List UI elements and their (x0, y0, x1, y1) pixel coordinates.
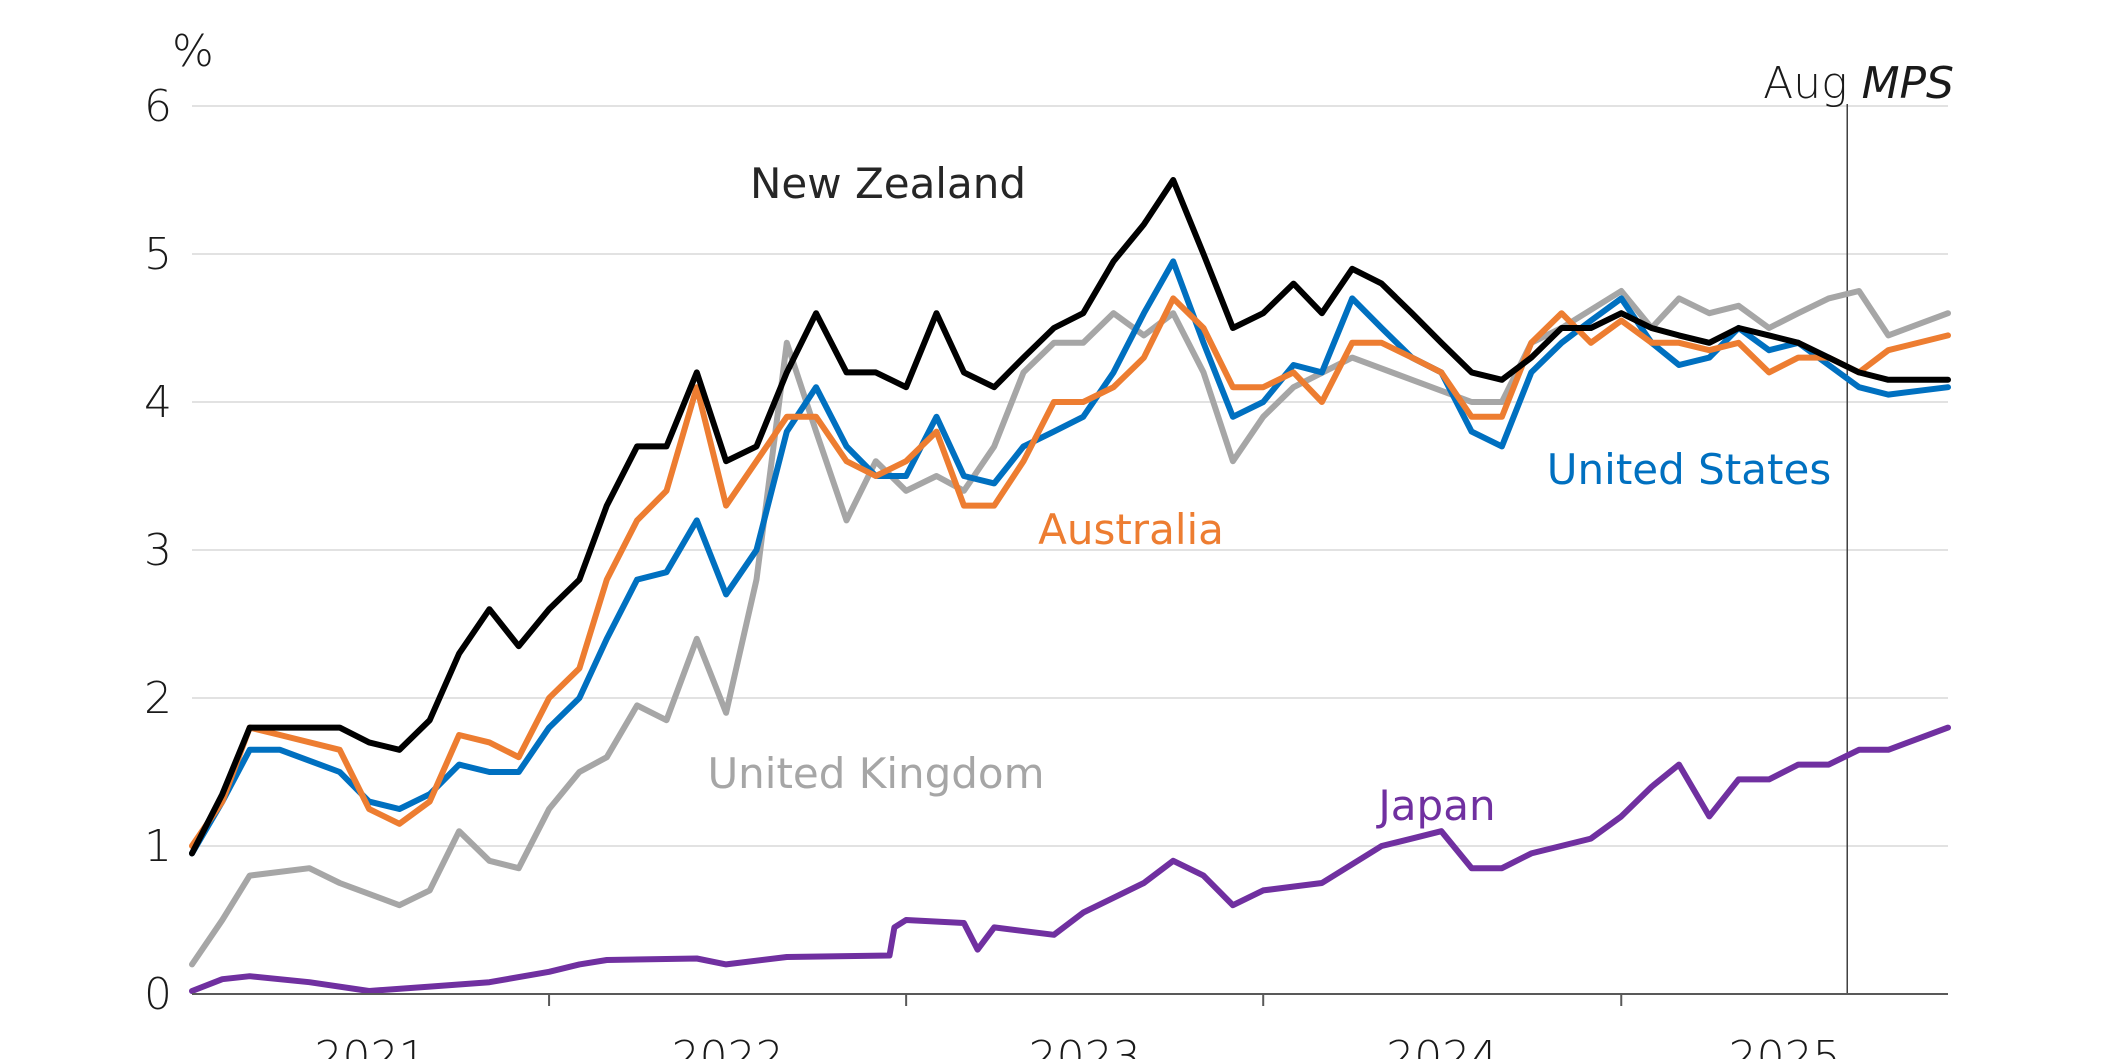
y-tick-label: 2 (144, 673, 172, 724)
aug-mps-marker: Aug MPS (1763, 58, 1954, 994)
y-tick-label: 6 (144, 81, 172, 132)
marker-label-prefix: Aug (1763, 58, 1861, 109)
series-label-united-states: United States (1547, 445, 1831, 494)
series-line-united-kingdom (189, 288, 1951, 968)
series-line-japan (189, 724, 1951, 994)
x-tick-label: 2021 (315, 1032, 427, 1059)
y-tick-label: 3 (144, 525, 172, 576)
series-lines (189, 177, 1951, 994)
gridlines (192, 105, 1948, 847)
series-line-australia (189, 295, 1951, 849)
series-labels: New Zealand United States Australia United … (707, 159, 1831, 830)
y-tick-label: 4 (144, 377, 172, 428)
x-tick-label: 2022 (672, 1032, 784, 1059)
x-tick-label: 2025 (1729, 1032, 1841, 1059)
y-tick-label: 0 (144, 969, 172, 1020)
series-line-new-zealand (189, 177, 1951, 857)
series-label-australia: Australia (1038, 505, 1224, 554)
series-line-united-states (189, 258, 1951, 857)
y-tick-label: 1 (144, 821, 172, 872)
y-unit-label: % (172, 26, 214, 77)
series-label-japan: Japan (1375, 781, 1495, 830)
series-label-united-kingdom: United Kingdom (707, 749, 1044, 798)
marker-label-italic: MPS (1862, 58, 1954, 109)
series-label-new-zealand: New Zealand (750, 159, 1026, 208)
x-tick-label: 2024 (1386, 1032, 1498, 1059)
x-tick-label: 2023 (1029, 1032, 1141, 1059)
y-tick-label: 5 (144, 229, 172, 280)
axes: 0 1 2 3 4 5 6 2021 2022 2023 2024 2025 (144, 81, 1948, 1059)
marker-label: Aug MPS (1763, 58, 1954, 109)
